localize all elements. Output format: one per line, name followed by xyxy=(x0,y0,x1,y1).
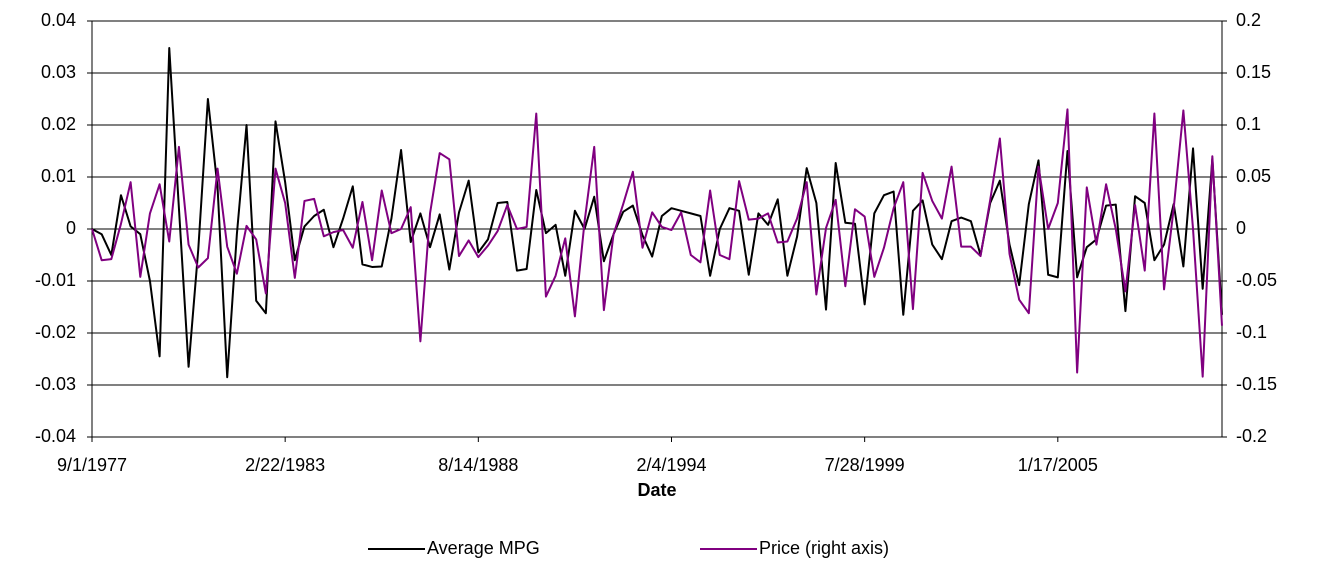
y2-tick-label: -0.1 xyxy=(1236,322,1267,342)
y-tick-label: -0.04 xyxy=(35,426,76,446)
x-tick-label: 2/22/1983 xyxy=(245,455,325,475)
y2-tick-label: -0.2 xyxy=(1236,426,1267,446)
y2-tick-label: 0.15 xyxy=(1236,62,1271,82)
y-tick-label: 0.04 xyxy=(41,10,76,30)
y2-tick-label: -0.05 xyxy=(1236,270,1277,290)
x-tick-label: 8/14/1988 xyxy=(438,455,518,475)
legend-label: Average MPG xyxy=(427,538,540,558)
series-line xyxy=(91,47,1223,379)
x-tick-label: 2/4/1994 xyxy=(636,455,706,475)
y-tick-label: 0.01 xyxy=(41,166,76,186)
x-tick-label: 7/28/1999 xyxy=(825,455,905,475)
y2-tick-label: -0.15 xyxy=(1236,374,1277,394)
y-tick-label: -0.02 xyxy=(35,322,76,342)
y-tick-label: 0.03 xyxy=(41,62,76,82)
y2-tick-label: 0.2 xyxy=(1236,10,1261,30)
y2-tick-label: 0.1 xyxy=(1236,114,1261,134)
legend-label: Price (right axis) xyxy=(759,538,889,558)
y-tick-label: 0.02 xyxy=(41,114,76,134)
y2-tick-label: 0 xyxy=(1236,218,1246,238)
y2-tick-label: 0.05 xyxy=(1236,166,1271,186)
y-tick-label: -0.01 xyxy=(35,270,76,290)
x-axis-title: Date xyxy=(637,480,676,500)
series-line xyxy=(91,108,1223,378)
x-tick-label: 1/17/2005 xyxy=(1018,455,1098,475)
y-tick-label: 0 xyxy=(66,218,76,238)
x-tick-label: 9/1/1977 xyxy=(57,455,127,475)
y-tick-label: -0.03 xyxy=(35,374,76,394)
